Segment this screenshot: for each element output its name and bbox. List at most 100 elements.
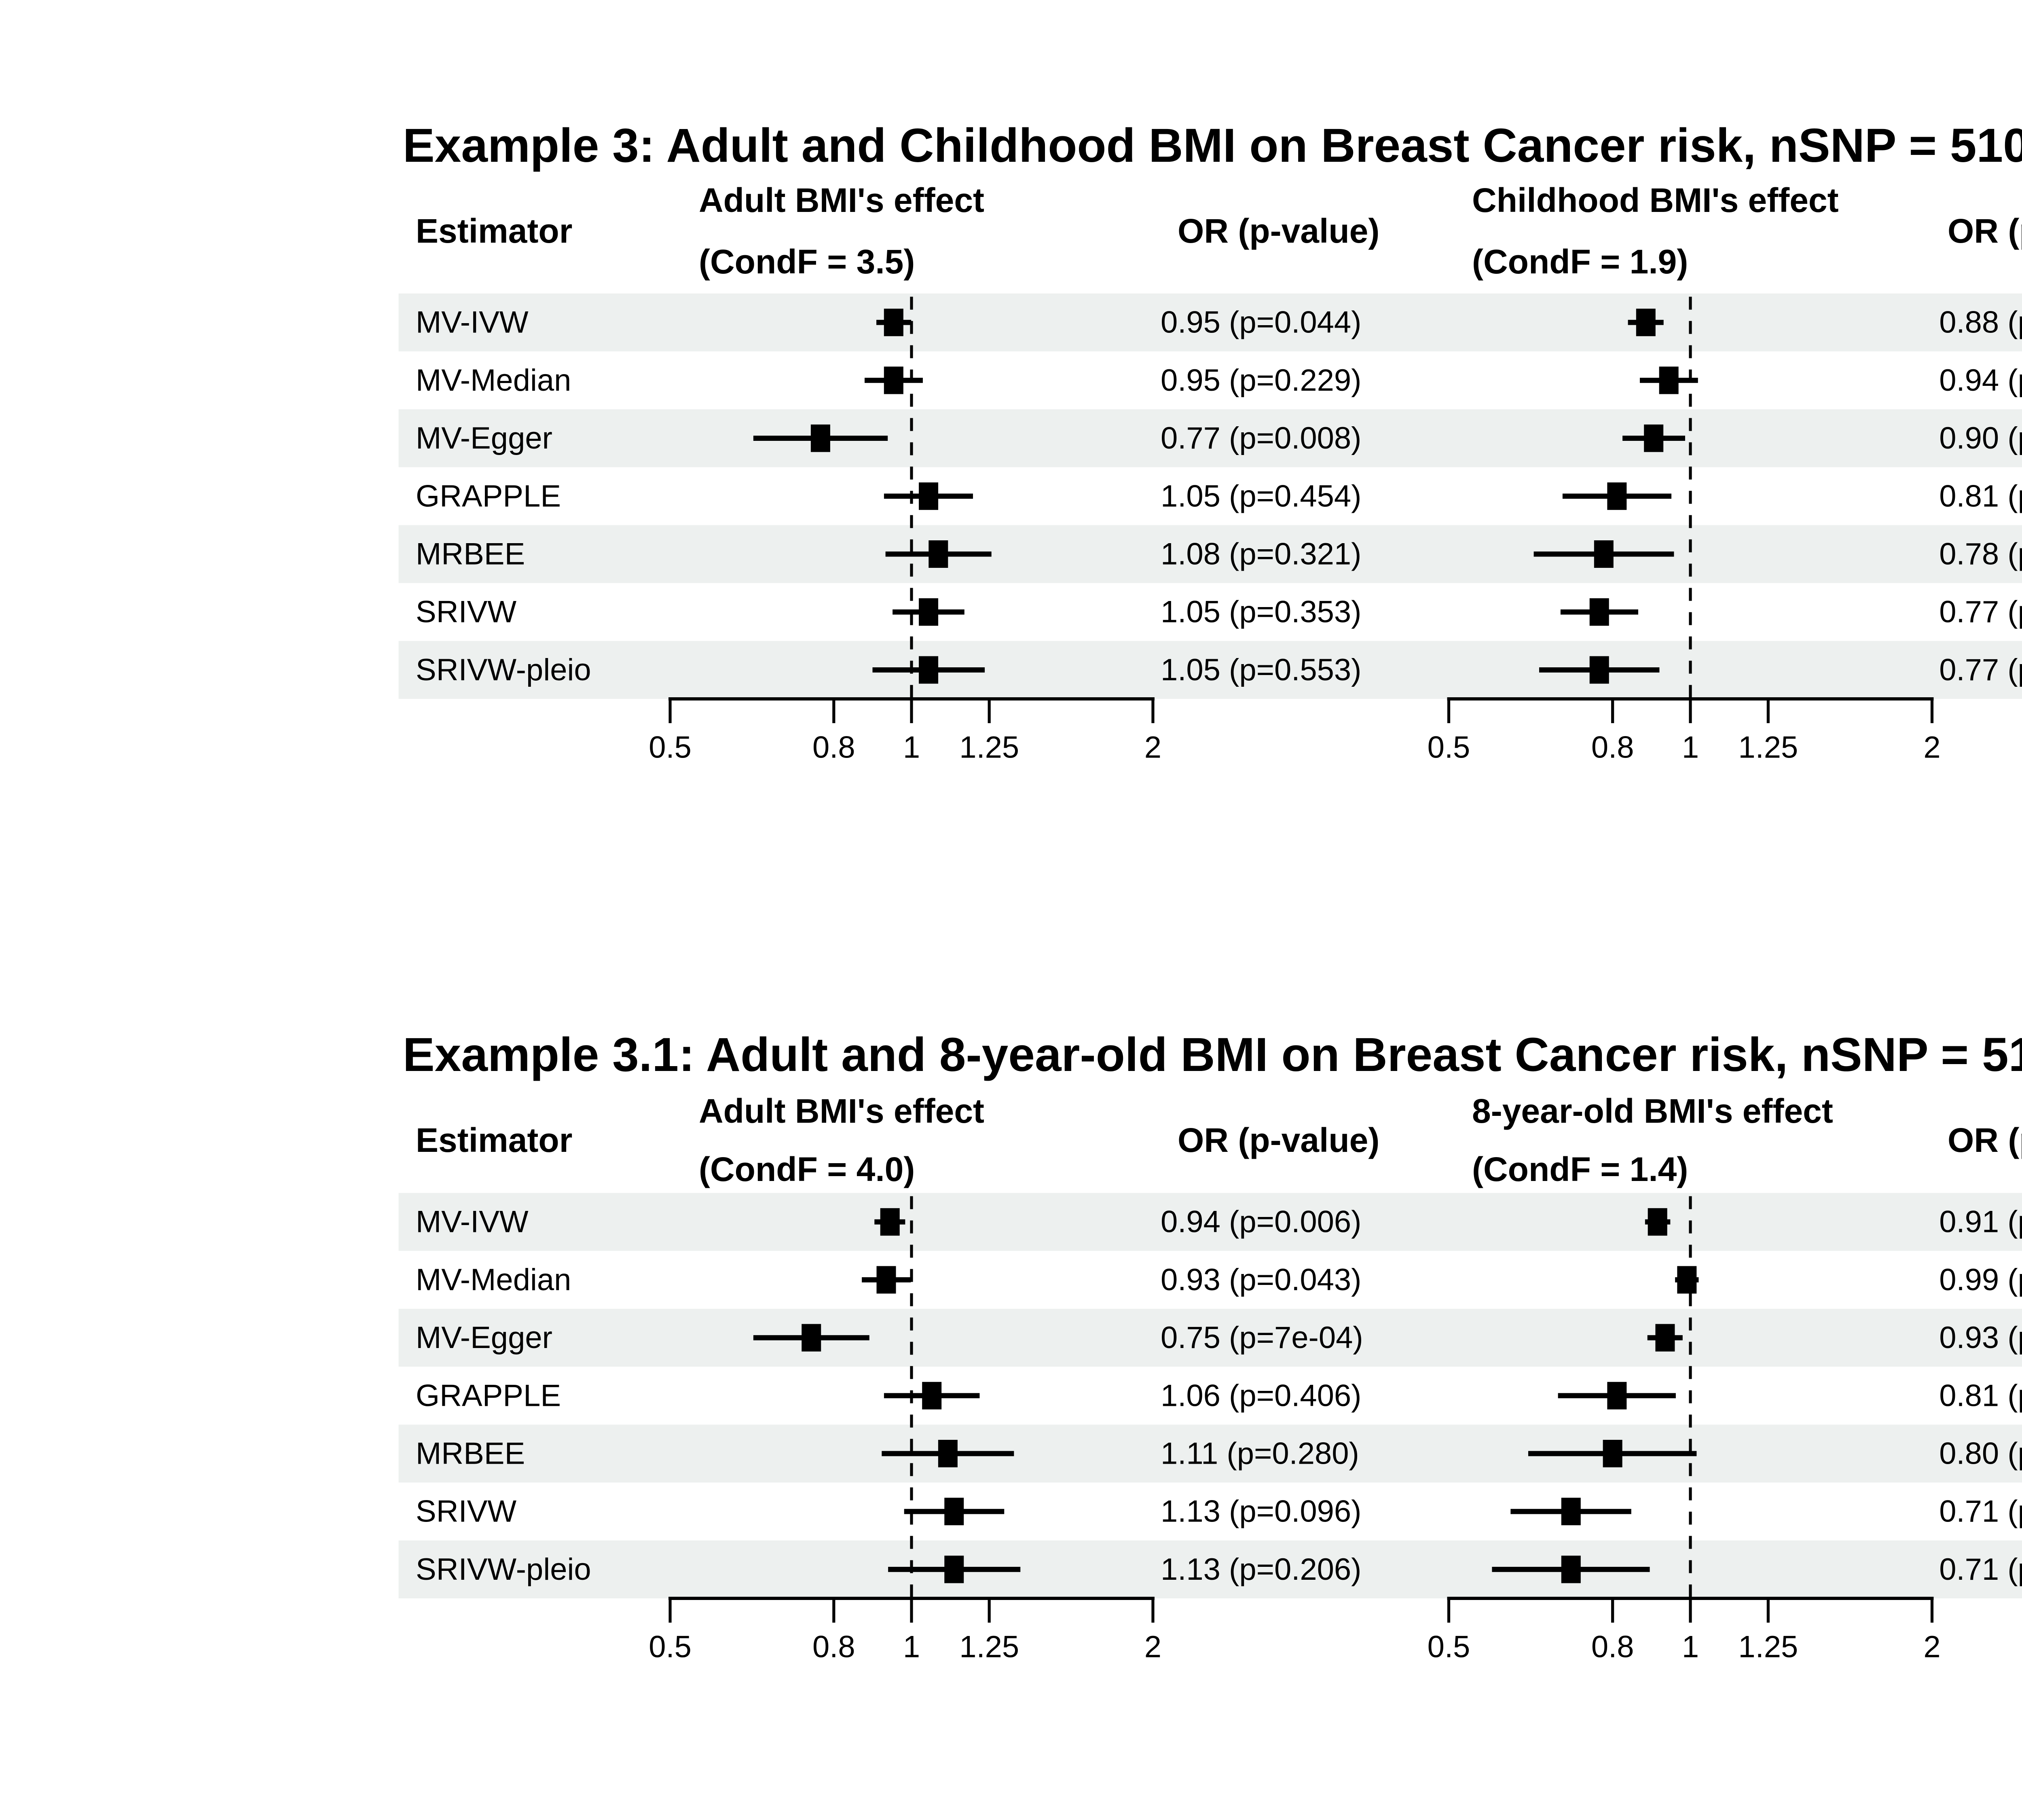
or-value: 0.75 (p=7e-04) bbox=[1161, 1321, 1363, 1355]
row-stripe bbox=[398, 1193, 2022, 1251]
axis-tick-label: 1.25 bbox=[1738, 1630, 1798, 1664]
point-estimate-marker bbox=[1644, 424, 1664, 452]
or-value: 0.88 (p=9e-07) bbox=[1939, 305, 2022, 340]
point-estimate-marker bbox=[922, 1382, 942, 1409]
estimator-label: MV-Median bbox=[416, 1263, 571, 1297]
axis-tick-label: 2 bbox=[1923, 1630, 1940, 1664]
point-estimate-marker bbox=[1636, 309, 1656, 336]
row-stripe bbox=[398, 1424, 2022, 1483]
point-estimate-marker bbox=[1594, 540, 1614, 568]
axis-tick-label: 0.5 bbox=[1428, 1630, 1470, 1664]
axis-tick-label: 1 bbox=[903, 1630, 920, 1664]
point-estimate-marker bbox=[880, 1208, 900, 1236]
or-value: 0.93 (p=0.006) bbox=[1939, 1321, 2022, 1355]
estimator-label: SRIVW-pleio bbox=[416, 653, 591, 687]
estimator-label: MRBEE bbox=[416, 537, 525, 571]
point-estimate-marker bbox=[802, 1324, 821, 1352]
or-value: 0.95 (p=0.229) bbox=[1161, 363, 1362, 398]
or-value: 0.80 (p=0.070) bbox=[1939, 1437, 2022, 1471]
point-estimate-marker bbox=[1603, 1440, 1622, 1467]
point-estimate-marker bbox=[944, 1498, 964, 1526]
point-estimate-marker bbox=[1607, 482, 1627, 510]
point-estimate-marker bbox=[1607, 1382, 1627, 1409]
or-value: 1.06 (p=0.406) bbox=[1161, 1378, 1362, 1413]
or-value: 0.91 (p=3e-07) bbox=[1939, 1205, 2022, 1239]
or-value: 1.05 (p=0.454) bbox=[1161, 479, 1362, 513]
or-value: 1.05 (p=0.553) bbox=[1161, 653, 1362, 687]
axis-tick-label: 0.8 bbox=[1591, 1630, 1634, 1664]
axis-tick-label: 0.5 bbox=[1428, 730, 1470, 765]
axis-tick-label: 1 bbox=[903, 730, 920, 765]
estimator-label: SRIVW-pleio bbox=[416, 1552, 591, 1587]
point-estimate-marker bbox=[1561, 1555, 1581, 1583]
row-stripe bbox=[398, 1540, 2022, 1598]
or-value: 0.77 (p=5e-06) bbox=[1939, 595, 2022, 629]
estimator-label: MV-Egger bbox=[416, 421, 552, 455]
point-estimate-marker bbox=[1655, 1324, 1675, 1352]
or-value: 0.93 (p=0.043) bbox=[1161, 1263, 1362, 1297]
row-stripe bbox=[398, 409, 2022, 468]
axis-tick-label: 1 bbox=[1682, 730, 1699, 765]
point-estimate-marker bbox=[1648, 1208, 1667, 1236]
axis-tick-label: 2 bbox=[1923, 730, 1940, 765]
estimator-label: GRAPPLE bbox=[416, 1378, 561, 1413]
estimator-label: MRBEE bbox=[416, 1437, 525, 1471]
or-value: 0.81 (p=0.008) bbox=[1939, 479, 2022, 513]
axis-tick-label: 0.5 bbox=[649, 730, 692, 765]
point-estimate-marker bbox=[1561, 1498, 1581, 1526]
or-value: 0.94 (p=0.144) bbox=[1939, 363, 2022, 398]
row-stripe bbox=[398, 1309, 2022, 1367]
or-value: 1.11 (p=0.280) bbox=[1161, 1437, 1359, 1471]
point-estimate-marker bbox=[876, 1266, 896, 1294]
or-value: 0.81 (p=0.014) bbox=[1939, 1378, 2022, 1413]
row-stripe bbox=[398, 293, 2022, 351]
estimator-label: MV-IVW bbox=[416, 1205, 529, 1239]
estimator-label: SRIVW bbox=[416, 1494, 516, 1529]
point-estimate-marker bbox=[929, 540, 948, 568]
point-estimate-marker bbox=[810, 424, 830, 452]
or-value: 0.99 (p=0.564) bbox=[1939, 1263, 2022, 1297]
point-estimate-marker bbox=[884, 309, 903, 336]
or-value: 0.78 (p=0.015) bbox=[1939, 537, 2022, 571]
axis-tick-label: 1.25 bbox=[1738, 730, 1798, 765]
or-value: 1.13 (p=0.096) bbox=[1161, 1494, 1362, 1529]
point-estimate-marker bbox=[919, 656, 939, 684]
point-estimate-marker bbox=[944, 1555, 964, 1583]
point-estimate-marker bbox=[884, 366, 903, 394]
point-estimate-marker bbox=[919, 598, 939, 626]
or-value: 1.05 (p=0.353) bbox=[1161, 595, 1362, 629]
point-estimate-marker bbox=[938, 1440, 958, 1467]
axis-tick-label: 0.8 bbox=[812, 1630, 855, 1664]
row-stripe bbox=[398, 641, 2022, 699]
or-value: 0.77 (p=0.003) bbox=[1939, 653, 2022, 687]
axis-tick-label: 2 bbox=[1144, 730, 1161, 765]
or-value: 0.95 (p=0.044) bbox=[1161, 305, 1362, 340]
row-stripe bbox=[398, 525, 2022, 583]
axis-tick-label: 1.25 bbox=[959, 730, 1019, 765]
axis-tick-label: 2 bbox=[1144, 1630, 1161, 1664]
estimator-label: MV-IVW bbox=[416, 305, 529, 340]
or-value: 0.90 (p=0.022) bbox=[1939, 421, 2022, 455]
or-value: 0.77 (p=0.008) bbox=[1161, 421, 1362, 455]
estimator-label: MV-Median bbox=[416, 363, 571, 398]
point-estimate-marker bbox=[1677, 1266, 1697, 1294]
or-value: 0.71 (p=1e-04) bbox=[1939, 1494, 2022, 1529]
or-value: 0.71 (p=0.003) bbox=[1939, 1552, 2022, 1587]
or-value: 1.08 (p=0.321) bbox=[1161, 537, 1362, 571]
axis-tick-label: 0.8 bbox=[1591, 730, 1634, 765]
axis-tick-label: 1.25 bbox=[959, 1630, 1019, 1664]
axis-tick-label: 0.5 bbox=[649, 1630, 692, 1664]
estimator-label: SRIVW bbox=[416, 595, 516, 629]
or-value: 0.94 (p=0.006) bbox=[1161, 1205, 1362, 1239]
estimator-label: MV-Egger bbox=[416, 1321, 552, 1355]
or-value: 1.13 (p=0.206) bbox=[1161, 1552, 1362, 1587]
estimator-label: GRAPPLE bbox=[416, 479, 561, 513]
point-estimate-marker bbox=[919, 482, 939, 510]
axis-tick-label: 0.8 bbox=[812, 730, 855, 765]
point-estimate-marker bbox=[1589, 598, 1609, 626]
axis-tick-label: 1 bbox=[1682, 1630, 1699, 1664]
point-estimate-marker bbox=[1589, 656, 1609, 684]
point-estimate-marker bbox=[1659, 366, 1679, 394]
